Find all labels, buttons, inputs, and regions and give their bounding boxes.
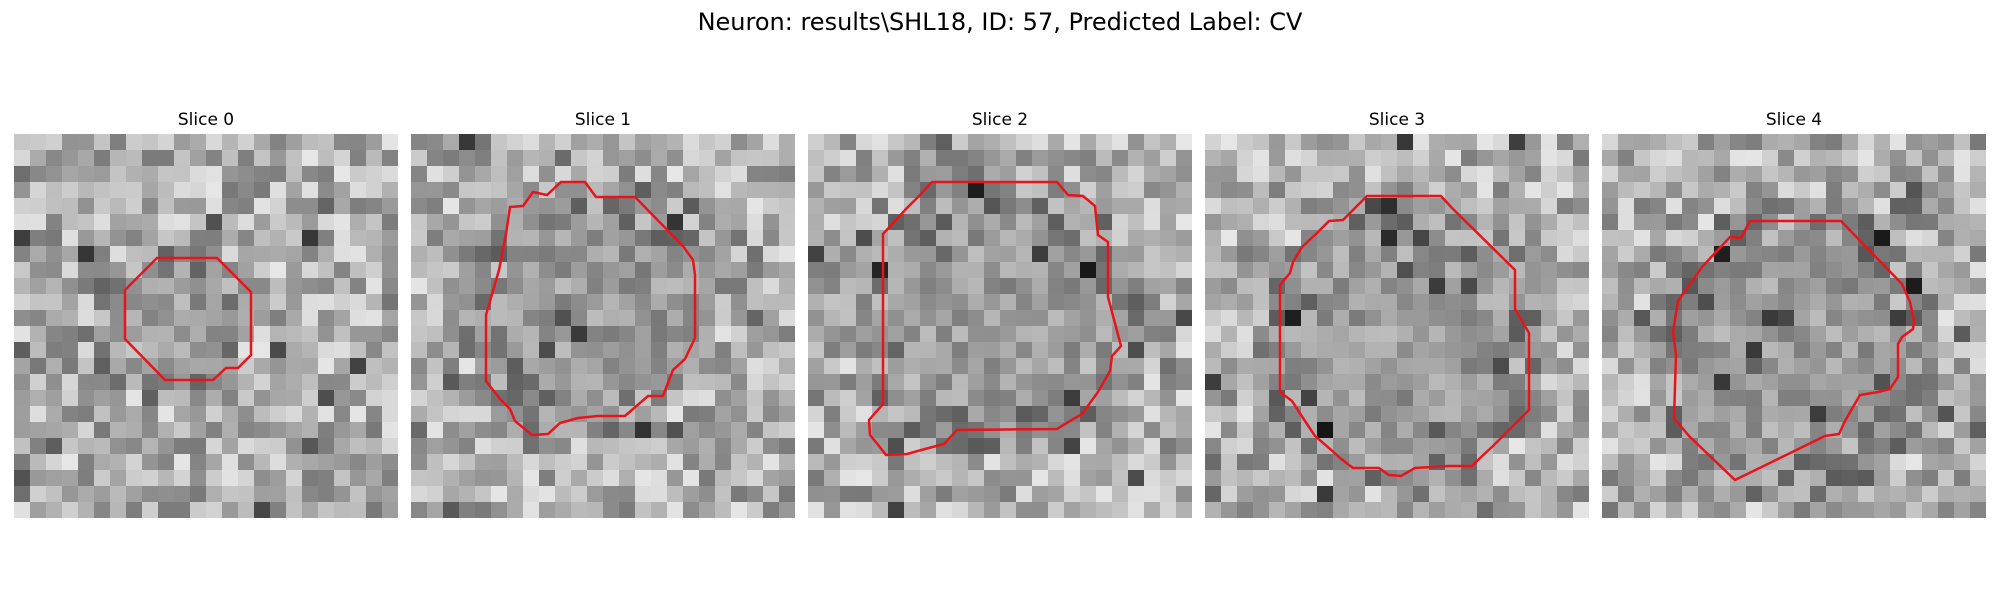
slice-1-image [411, 134, 795, 518]
slice-4-grayscale-pixels [1602, 134, 1986, 518]
slice-0-cell-contour [123, 256, 253, 382]
slice-1-grayscale-pixels [411, 134, 795, 518]
slice-2-cell-contour [867, 180, 1123, 457]
slice-0-image [14, 134, 398, 518]
slice-0-title: Slice 0 [177, 110, 235, 130]
slice-4-image [1602, 134, 1986, 518]
slice-3-title: Slice 3 [1368, 110, 1426, 130]
slice-2-image [808, 134, 1192, 518]
slice-3-cell-contour [1278, 194, 1531, 478]
slice-1-title: Slice 1 [574, 110, 632, 130]
slice-3-image [1205, 134, 1589, 518]
slice-1-cell-contour [484, 180, 697, 437]
slice-2-grayscale-pixels [808, 134, 1192, 518]
slice-0-grayscale-pixels [14, 134, 398, 518]
slice-3-grayscale-pixels [1205, 134, 1589, 518]
slice-4-cell-contour [1671, 219, 1916, 482]
slice-2-title: Slice 2 [971, 110, 1029, 130]
slice-4-title: Slice 4 [1765, 110, 1823, 130]
figure-title: Neuron: results\SHL18, ID: 57, Predicted… [697, 8, 1303, 36]
